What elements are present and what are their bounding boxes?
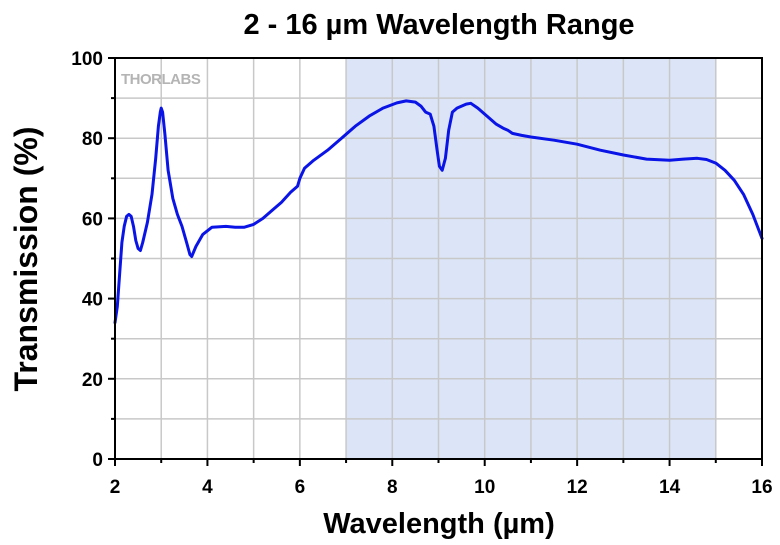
y-tick-label: 0 (92, 450, 103, 471)
x-tick-label: 14 (659, 477, 681, 498)
x-axis-label: Wavelength (µm) (323, 508, 555, 540)
y-tick-label: 40 (82, 290, 103, 311)
series-layer (113, 99, 764, 325)
y-tick-label: 80 (82, 129, 103, 150)
y-tick-label: 100 (71, 49, 103, 70)
x-tick-label: 8 (387, 477, 398, 498)
x-tick-label: 4 (202, 477, 213, 498)
x-tick-label: 6 (295, 477, 306, 498)
grid-layer (115, 58, 762, 459)
transmission-line (113, 99, 764, 325)
thorlabs-watermark: THORLABS (121, 71, 201, 88)
watermark-layer: THORLABS (121, 71, 201, 88)
x-tick-label: 10 (474, 477, 495, 498)
chart-title: 2 - 16 µm Wavelength Range (243, 9, 634, 41)
y-axis-label: Transmission (%) (8, 127, 44, 392)
tick-layer: 2 4 6 8 10 12 14 16 0 20 40 60 80 100 (71, 49, 772, 498)
y-tick-label: 20 (82, 370, 103, 391)
x-tick-label: 16 (751, 477, 772, 498)
x-tick-label: 12 (567, 477, 588, 498)
y-tick-label: 60 (82, 209, 103, 230)
x-tick-label: 2 (110, 477, 121, 498)
